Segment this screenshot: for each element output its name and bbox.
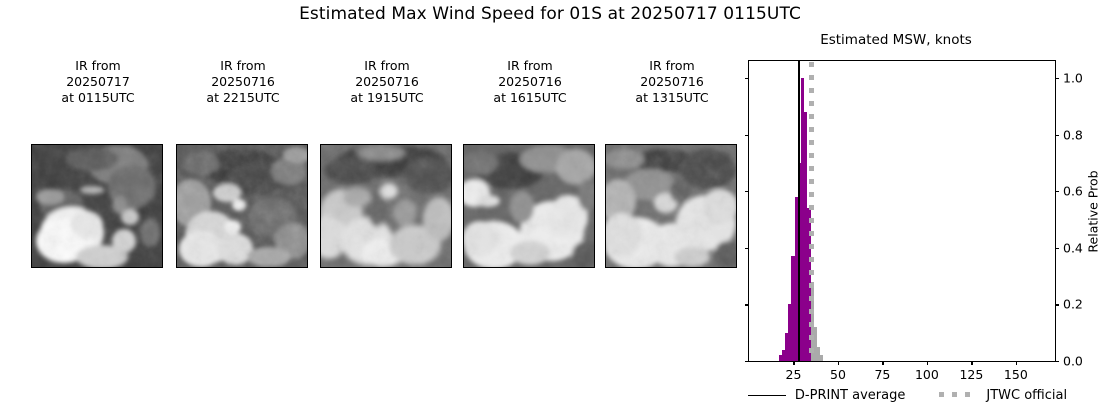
ir-image-4-graphic: [606, 145, 736, 267]
y-axis-tick-label: 1.0: [1063, 70, 1083, 86]
ir-panel-caption: IR from 20250716 at 2215UTC: [206, 58, 280, 106]
ir-image-3-graphic: [464, 145, 594, 267]
y-axis-tick-label: 0.0: [1063, 353, 1083, 369]
dotted-line-icon: [939, 392, 977, 398]
histogram-bar: [800, 77, 805, 361]
ir-panel-4: IR from 20250716 at 1315UTC: [605, 58, 739, 268]
ir-panel-caption: IR from 20250716 at 1615UTC: [493, 58, 567, 106]
ir-satellite-image-1: [176, 144, 308, 268]
x-axis-tick-label: 100: [914, 367, 939, 382]
chart-axes: 25 50 75 100 125 150 0.0 0.2 0.4 0.6 0.8 1.0: [745, 60, 1083, 382]
histogram-bar: [804, 111, 808, 361]
legend-item-dprint: D-PRINT average: [747, 387, 906, 403]
y-axis-tick: [1055, 361, 1059, 363]
ir-panel-0: IR from 20250717 at 0115UTC: [31, 58, 165, 268]
ir-satellite-image-2: [320, 144, 452, 268]
y-axis-tick-left: [745, 247, 749, 249]
x-axis-tick: [882, 361, 884, 365]
page-title: Estimated Max Wind Speed for 01S at 2025…: [299, 4, 801, 24]
legend-label: JTWC official: [986, 387, 1068, 403]
ir-satellite-image-0: [31, 144, 163, 268]
y-axis-label-text: Relative Prob: [1085, 169, 1100, 253]
y-axis-tick-label: 0.4: [1063, 240, 1083, 256]
x-axis-tick: [926, 361, 929, 365]
y-axis-tick-left: [745, 361, 749, 363]
histogram-bar: [784, 332, 789, 361]
x-axis-tick-label: 125: [959, 367, 984, 382]
ir-panel-caption: IR from 20250716 at 1315UTC: [635, 58, 709, 106]
histogram-bar: [778, 355, 782, 361]
y-axis-tick: [1055, 191, 1059, 193]
legend-item-jtwc: JTWC official: [939, 388, 1067, 403]
y-axis-tick: [1055, 304, 1059, 306]
ir-panel-2: IR from 20250716 at 1915UTC: [320, 58, 454, 268]
ir-image-0-graphic: [32, 145, 162, 267]
x-axis-tick: [793, 361, 795, 365]
ir-satellite-image-3: [463, 144, 595, 268]
ir-panel-caption: IR from 20250716 at 1915UTC: [350, 58, 424, 106]
y-axis-tick-label: 0.6: [1063, 183, 1083, 199]
y-axis-tick-left: [745, 191, 749, 193]
ir-image-2-graphic: [321, 145, 451, 267]
histogram-bar: [781, 349, 785, 361]
dprint-average-line: [797, 61, 800, 361]
legend-label: D-PRINT average: [794, 387, 906, 403]
ir-satellite-image-4: [605, 144, 737, 268]
y-axis-tick-left: [745, 304, 749, 306]
histogram-bar-overlay: [813, 327, 817, 361]
histogram-bar: [788, 304, 792, 361]
x-axis-tick-label: 25: [785, 367, 802, 382]
histogram-bar: [794, 196, 798, 361]
y-axis-label: Relative Prob: [1084, 60, 1100, 362]
x-axis-tick-label: 50: [830, 367, 846, 382]
ir-panel-1: IR from 20250716 at 2215UTC: [176, 58, 310, 268]
chart-plot-area: [749, 61, 1055, 361]
msw-histogram-chart: Estimated MSW, knots 25 50 75 100 125 150 0.0 0…: [735, 30, 1100, 409]
chart-legend: D-PRINT average JTWC official: [735, 382, 1080, 408]
solid-line-icon: [747, 394, 786, 396]
ir-panel-caption: IR from 20250717 at 0115UTC: [61, 58, 135, 106]
chart-title: Estimated MSW, knots: [820, 32, 972, 48]
x-axis-tick: [971, 361, 973, 365]
histogram-bar-overlay: [810, 281, 814, 361]
histogram-bar-overlay: [820, 355, 824, 361]
histogram-bar: [807, 208, 811, 361]
x-axis-tick-label: 150: [1003, 367, 1028, 382]
histogram-bar: [791, 256, 795, 361]
y-axis-tick: [1055, 77, 1059, 80]
x-axis-tick: [1015, 361, 1018, 365]
ir-image-1-graphic: [177, 145, 307, 267]
y-axis-tick-left: [745, 134, 749, 136]
y-axis-tick-left: [745, 77, 749, 80]
ir-panel-3: IR from 20250716 at 1615UTC: [463, 58, 597, 268]
jtwc-official-line: [809, 61, 815, 361]
y-axis-tick-label: 0.2: [1063, 296, 1083, 312]
x-axis-tick: [837, 361, 840, 365]
x-axis-tick-label: 75: [874, 367, 891, 382]
y-axis-tick: [1055, 247, 1059, 249]
y-axis-tick: [1055, 134, 1059, 136]
y-axis-tick-label: 0.8: [1063, 127, 1083, 143]
histogram-bar-overlay: [816, 346, 821, 361]
